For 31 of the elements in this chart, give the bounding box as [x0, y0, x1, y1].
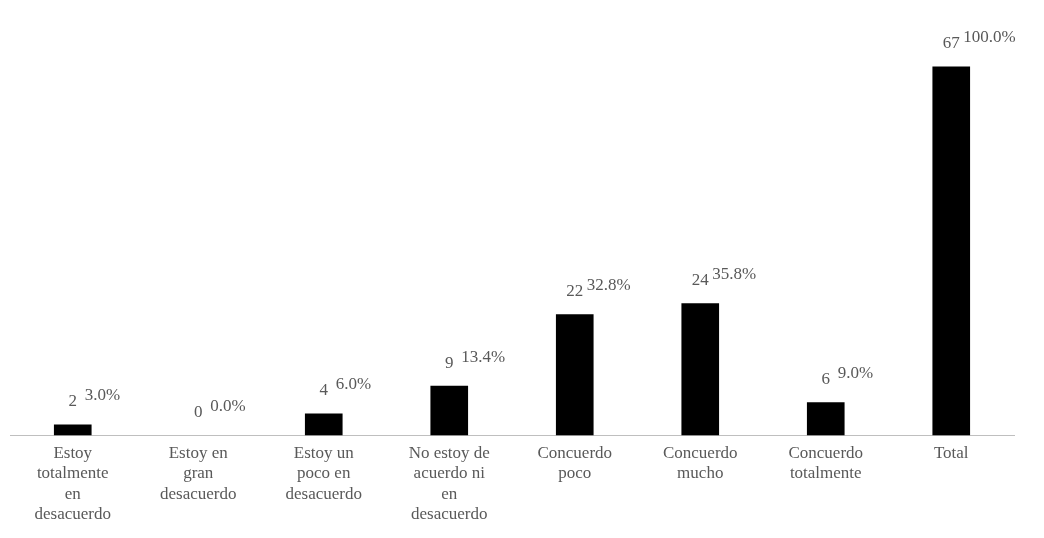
bar: [806, 402, 845, 436]
x-tick-label: Total: [933, 443, 969, 463]
data-label: 22: [566, 281, 584, 301]
data-label: 0: [194, 402, 203, 422]
bar: [932, 66, 971, 436]
data-label: 2: [68, 391, 77, 411]
data-label: 9: [445, 352, 454, 372]
bar: [555, 314, 594, 436]
data-label: 4: [319, 380, 329, 400]
annotation: 3.0%: [84, 385, 121, 405]
x-tick-label: Estoy totalmente en desacuerdo: [34, 443, 111, 524]
bar: [304, 413, 343, 436]
data-label: 67: [942, 33, 961, 53]
x-tick-label: Estoy un poco en desacuerdo: [285, 443, 362, 503]
bar: [430, 385, 469, 436]
annotation: 0.0%: [210, 396, 246, 416]
bar: [681, 303, 720, 436]
annotation: 9.0%: [837, 363, 874, 383]
bar: [53, 424, 92, 436]
annotation: 35.8%: [712, 264, 757, 284]
x-tick-label: Estoy en gran desacuerdo: [160, 443, 237, 503]
data-label: 24: [691, 270, 710, 290]
annotation: 6.0%: [335, 374, 372, 394]
x-tick-label: Concuerdo mucho: [662, 443, 738, 483]
data-label: 6: [821, 369, 830, 389]
x-tick-label: Concuerdo totalmente: [788, 443, 864, 483]
x-tick-label: No estoy de acuerdo ni en desacuerdo: [408, 443, 490, 524]
annotation: 32.8%: [586, 275, 631, 295]
annotation: 100.0%: [963, 27, 1016, 47]
annotation: 13.4%: [461, 346, 506, 366]
x-tick-label: Concuerdo poco: [537, 443, 613, 483]
